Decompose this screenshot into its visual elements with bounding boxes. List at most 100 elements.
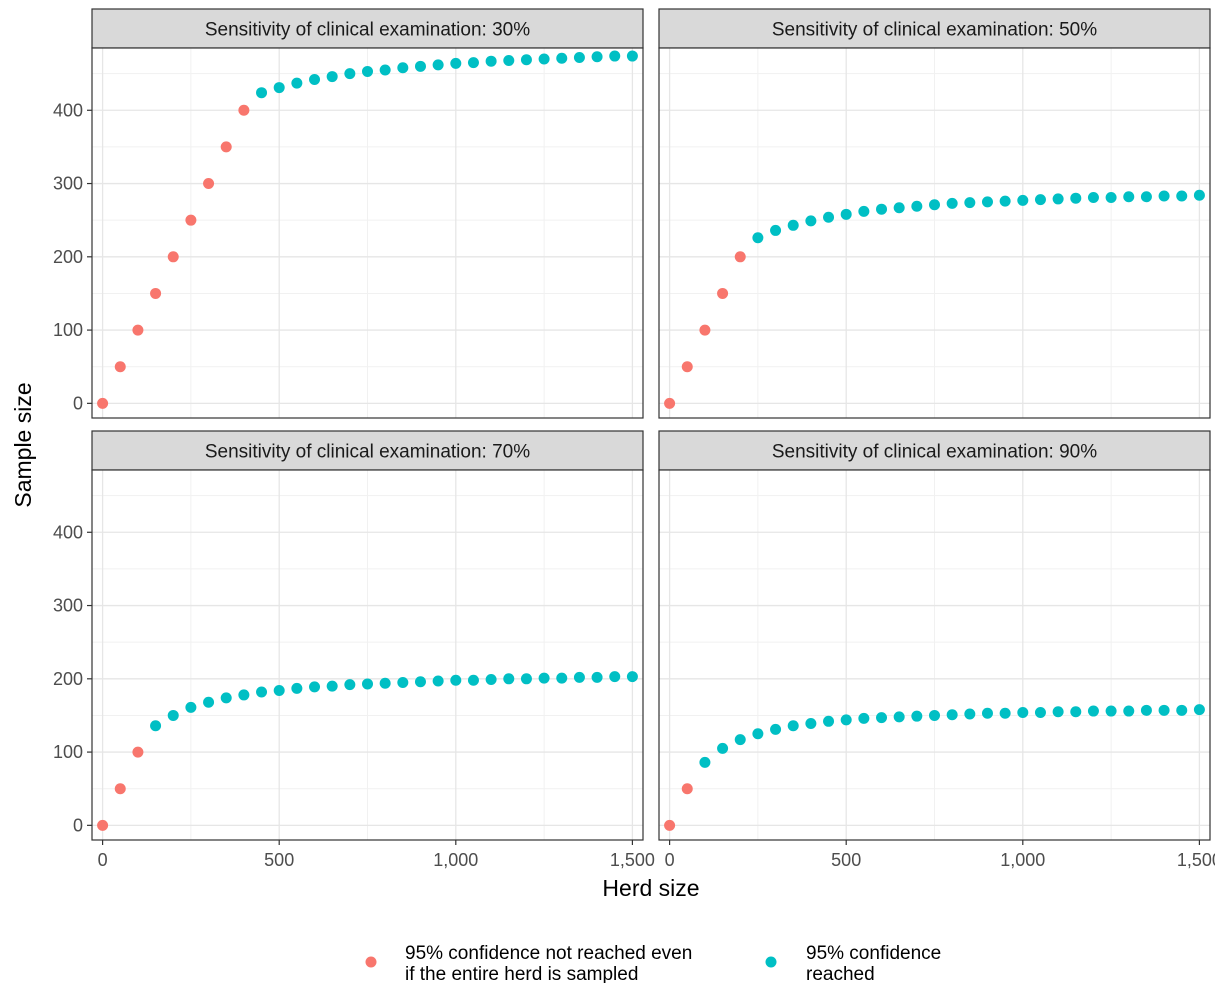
panel-4-point-reached: [981, 707, 993, 719]
panel-3-point-reached: [344, 679, 356, 691]
panel-1-point-reached: [626, 50, 638, 62]
legend-label-not-reached: if the entire herd is sampled: [405, 964, 638, 983]
panel-4-point-reached: [1017, 707, 1029, 719]
panel-2-point-reached: [929, 199, 940, 211]
y-tick-label: 100: [53, 742, 83, 762]
panel-2-point-reached: [1158, 190, 1170, 202]
panel-1-point-reached: [326, 71, 338, 83]
panel-4-point-reached: [893, 711, 905, 723]
panel-1-point-not-reached: [167, 251, 179, 263]
panel-4-point-reached: [752, 728, 764, 740]
panel-2-point-reached: [787, 219, 799, 231]
panel-4-point-not-reached: [681, 783, 693, 795]
panel-3-point-reached: [362, 678, 373, 690]
panel-3-point-reached: [573, 671, 585, 683]
panel-1-point-reached: [467, 57, 479, 69]
panel-1-point-reached: [573, 52, 585, 64]
panel-3-point-reached: [414, 676, 426, 688]
x-tick-label: 1,000: [1000, 850, 1045, 870]
y-tick-label: 300: [53, 596, 83, 616]
panel-2-point-reached: [840, 208, 852, 220]
x-axis-title: Herd size: [602, 875, 699, 901]
panel-4-point-reached: [1193, 704, 1205, 716]
panel-2-point-not-reached: [699, 324, 711, 336]
panel-4-point-reached: [1158, 704, 1170, 716]
panel-1-point-reached: [556, 52, 568, 64]
panel-1-point-not-reached: [150, 287, 162, 299]
panel-2-point-reached: [1140, 191, 1152, 203]
panel-3-point-reached: [185, 701, 197, 713]
panel-1-point-reached: [520, 54, 532, 66]
panel-1-point-not-reached: [185, 214, 197, 226]
panel-1-title: Sensitivity of clinical examination: 30%: [205, 20, 530, 41]
panel-4-point-reached: [858, 712, 870, 724]
panel-4-point-reached: [946, 709, 958, 721]
panel-2-point-reached: [1087, 191, 1099, 203]
panel-1-point-reached: [344, 68, 356, 80]
panel-4-point-reached: [929, 709, 940, 721]
panel-3-point-reached: [220, 692, 232, 704]
panel-1-point-reached: [503, 54, 515, 66]
panel-3-point-reached: [556, 672, 568, 684]
panel-2-point-reached: [805, 215, 817, 227]
panel-1-point-not-reached: [97, 397, 109, 409]
y-tick-label: 100: [53, 320, 83, 340]
panel-1-point-reached: [291, 77, 303, 89]
panel-1-point-reached: [609, 50, 621, 62]
panel-3-point-reached: [256, 686, 268, 698]
panel-3-point-reached: [467, 674, 479, 686]
panel-4-point-reached: [805, 718, 817, 730]
panel-4-strip: [658, 430, 1211, 471]
panel-3-point-not-reached: [97, 819, 109, 831]
panel-2-point-reached: [1034, 194, 1046, 206]
panel-2-point-reached: [1052, 193, 1064, 205]
panel-3-point-reached: [273, 685, 285, 697]
x-tick-label: 500: [264, 850, 294, 870]
panel-1-point-reached: [309, 74, 321, 86]
panel-1-point-reached: [432, 59, 444, 71]
panel-3-point-reached: [291, 682, 303, 694]
panel-4-point-reached: [1140, 704, 1152, 716]
panel-3-point-reached: [150, 720, 162, 732]
panel-3-point-not-reached: [114, 783, 126, 795]
panel-4-point-reached: [1034, 707, 1046, 719]
panel-2-point-reached: [1176, 190, 1188, 202]
legend-label-reached: reached: [806, 964, 875, 983]
panel-3-point-reached: [167, 709, 179, 721]
panel-2-strip: [658, 8, 1211, 49]
panel-1-point-not-reached: [220, 141, 232, 153]
panel-1-point-reached: [485, 55, 497, 67]
panel-4-point-reached: [699, 756, 711, 768]
panel-1-border: [91, 47, 644, 419]
x-tick-label: 0: [665, 850, 675, 870]
panel-4-point-reached: [1105, 705, 1117, 717]
legend-label-reached: 95% confidence: [806, 943, 941, 964]
panel-1-point-reached: [256, 87, 268, 99]
y-tick-label: 300: [53, 174, 83, 194]
panel-4-point-reached: [823, 715, 835, 727]
panel-2-point-not-reached: [734, 251, 746, 263]
panel-4-point-reached: [999, 707, 1011, 719]
x-tick-label: 1,500: [610, 850, 655, 870]
panel-4-point-reached: [1176, 704, 1188, 716]
panel-3-border: [91, 469, 644, 841]
legend-key-reached: [765, 956, 777, 968]
panel-4-point-reached: [1070, 706, 1082, 718]
x-tick-label: 500: [831, 850, 861, 870]
panel-4-point-reached: [1087, 705, 1099, 717]
panel-3-point-not-reached: [132, 746, 144, 758]
panel-2-point-reached: [1123, 191, 1135, 203]
y-tick-label: 200: [53, 247, 83, 267]
panel-3-title: Sensitivity of clinical examination: 70%: [205, 442, 530, 463]
panel-1-point-reached: [397, 62, 409, 74]
panel-3-point-reached: [520, 673, 532, 685]
y-tick-label: 400: [53, 100, 83, 120]
panel-1-point-reached: [538, 53, 550, 65]
panel-4-point-reached: [1052, 706, 1064, 718]
panel-3-point-reached: [203, 696, 215, 708]
panel-3-point-reached: [591, 671, 603, 683]
panel-4-point-reached: [770, 723, 782, 735]
panel-4-point-reached: [911, 710, 923, 722]
panel-4-border: [658, 469, 1211, 841]
panel-2-point-reached: [876, 203, 888, 215]
